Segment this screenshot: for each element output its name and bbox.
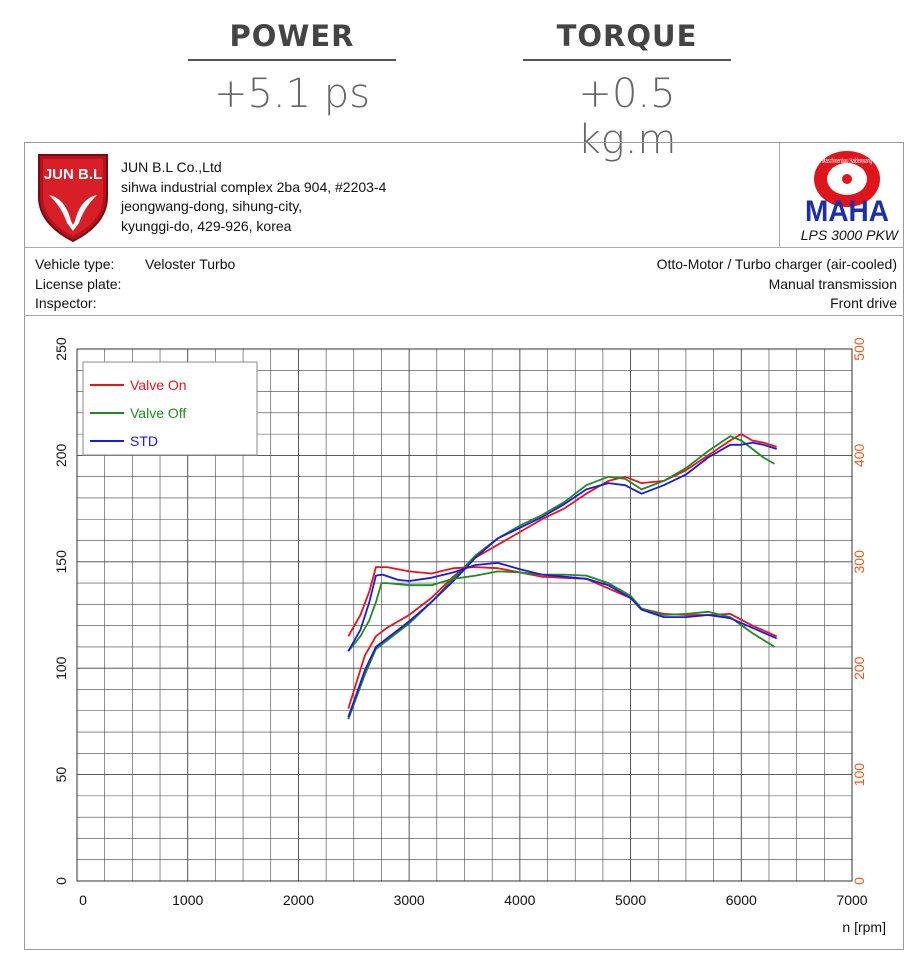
logo-text: JUN B.L (44, 166, 102, 183)
license-plate-label: License plate: (35, 275, 122, 292)
company-info: JUN B.L Co.,Ltd sihwa industrial complex… (121, 158, 386, 236)
torque-stat: TORQUE +0.5 kg.m (523, 14, 731, 163)
vehicle-info: Vehicle type: Veloster Turbo License pla… (25, 247, 903, 316)
y-left-tick-label: 0 (53, 877, 69, 885)
chart-legend: Valve On Valve Off STD (82, 361, 258, 456)
company-address-line-2: jeongwang-dong, sihung-city, (121, 198, 303, 214)
x-tick-label: 3000 (394, 892, 425, 908)
power-divider (188, 59, 396, 61)
maha-logo: Maschinenbau Haldenwang MAHA (805, 151, 889, 223)
x-tick-label: 4000 (504, 892, 535, 908)
legend-box (82, 361, 258, 456)
torque-label: TORQUE (556, 19, 698, 53)
power-value: +5.1 ps (213, 71, 371, 117)
dyno-report: JUN B.L JUN B.L Co.,Ltd sihwa industrial… (24, 142, 904, 950)
drive-type: Front drive (830, 295, 897, 311)
series-line-power-valve-on (347, 433, 777, 709)
y-right-tick-label: 500 (851, 337, 867, 361)
x-axis-label: n [rpm] (842, 919, 886, 935)
torque-value: +0.5 kg.m (577, 71, 677, 163)
legend-label: Valve Off (130, 405, 186, 421)
engine-type: Otto-Motor / Turbo charger (air-cooled) (656, 256, 897, 272)
y-right-tick-label: 100 (851, 763, 867, 787)
power-label: POWER (229, 19, 355, 53)
legend-label: Valve On (130, 377, 187, 393)
series-line-power-std (347, 441, 777, 718)
y-right-tick-label: 200 (851, 656, 867, 680)
vehicle-info-right: Otto-Motor / Turbo charger (air-cooled) … (657, 255, 897, 314)
y-left-tick-label: 50 (53, 767, 69, 783)
torque-divider (523, 59, 731, 61)
series-line-torque-valve-on (347, 566, 778, 638)
x-tick-label: 0 (79, 892, 87, 908)
legend-label: STD (130, 433, 158, 449)
x-tick-label: 5000 (615, 892, 646, 908)
y-right-tick-label: 400 (851, 444, 867, 468)
vehicle-type-row: Vehicle type: Veloster Turbo (35, 255, 235, 275)
inspector-label: Inspector: (35, 295, 97, 311)
y-left-tick-label: 150 (53, 550, 69, 574)
chart-series (347, 433, 778, 720)
report-header: JUN B.L JUN B.L Co.,Ltd sihwa industrial… (25, 143, 903, 248)
transmission-type: Manual transmission (768, 275, 897, 292)
series-line-torque-valve-off (347, 570, 775, 652)
jun-bl-logo: JUN B.L (38, 154, 108, 243)
x-tick-label: 2000 (283, 892, 314, 908)
company-name: JUN B.L Co.,Ltd (121, 159, 222, 175)
y-right-tick-label: 0 (851, 877, 867, 885)
x-tick-label: 7000 (836, 892, 867, 908)
y-right-tick-label: 300 (851, 550, 867, 574)
vehicle-info-left: Vehicle type: Veloster Turbo License pla… (35, 255, 235, 314)
series-line-power-valve-off (347, 435, 775, 720)
company-address-line-3: kyunggi-do, 429-926, korea (121, 217, 292, 234)
y-left-tick-label: 200 (53, 444, 69, 468)
x-tick-label: 6000 (726, 892, 757, 908)
vehicle-type-label: Vehicle type: (35, 256, 115, 272)
x-tick-label: 1000 (172, 892, 203, 908)
power-stat: POWER +5.1 ps (188, 14, 396, 117)
series-line-torque-std (347, 562, 778, 652)
vehicle-type-value: Veloster Turbo (145, 256, 236, 272)
maha-ring-text: Maschinenbau Haldenwang (822, 158, 872, 165)
maha-logo-box: Maschinenbau Haldenwang MAHA LPS 3000 PK… (779, 143, 904, 247)
y-left-tick-label: 100 (53, 656, 69, 680)
plot-frame (76, 348, 853, 882)
maha-wordmark: MAHA (805, 195, 889, 223)
company-address-line-1: sihwa industrial complex 2ba 904, #2203-… (121, 178, 387, 195)
maha-model: LPS 3000 PKW (800, 227, 898, 243)
y-left-tick-label: 250 (53, 337, 69, 361)
